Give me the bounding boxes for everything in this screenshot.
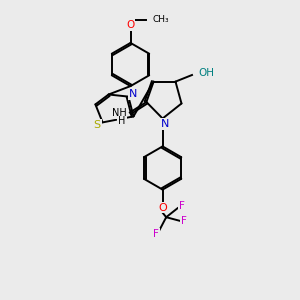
Text: N: N [161,119,169,129]
Text: O: O [158,202,167,213]
Text: F: F [181,216,187,226]
Text: NH: NH [112,108,126,118]
Text: F: F [179,201,185,211]
Text: CH₃: CH₃ [152,15,169,24]
Text: H: H [118,116,125,127]
Text: N: N [129,89,137,99]
Text: OH: OH [199,68,214,78]
Text: F: F [153,229,159,239]
Text: O: O [126,20,135,30]
Text: S: S [94,120,101,130]
